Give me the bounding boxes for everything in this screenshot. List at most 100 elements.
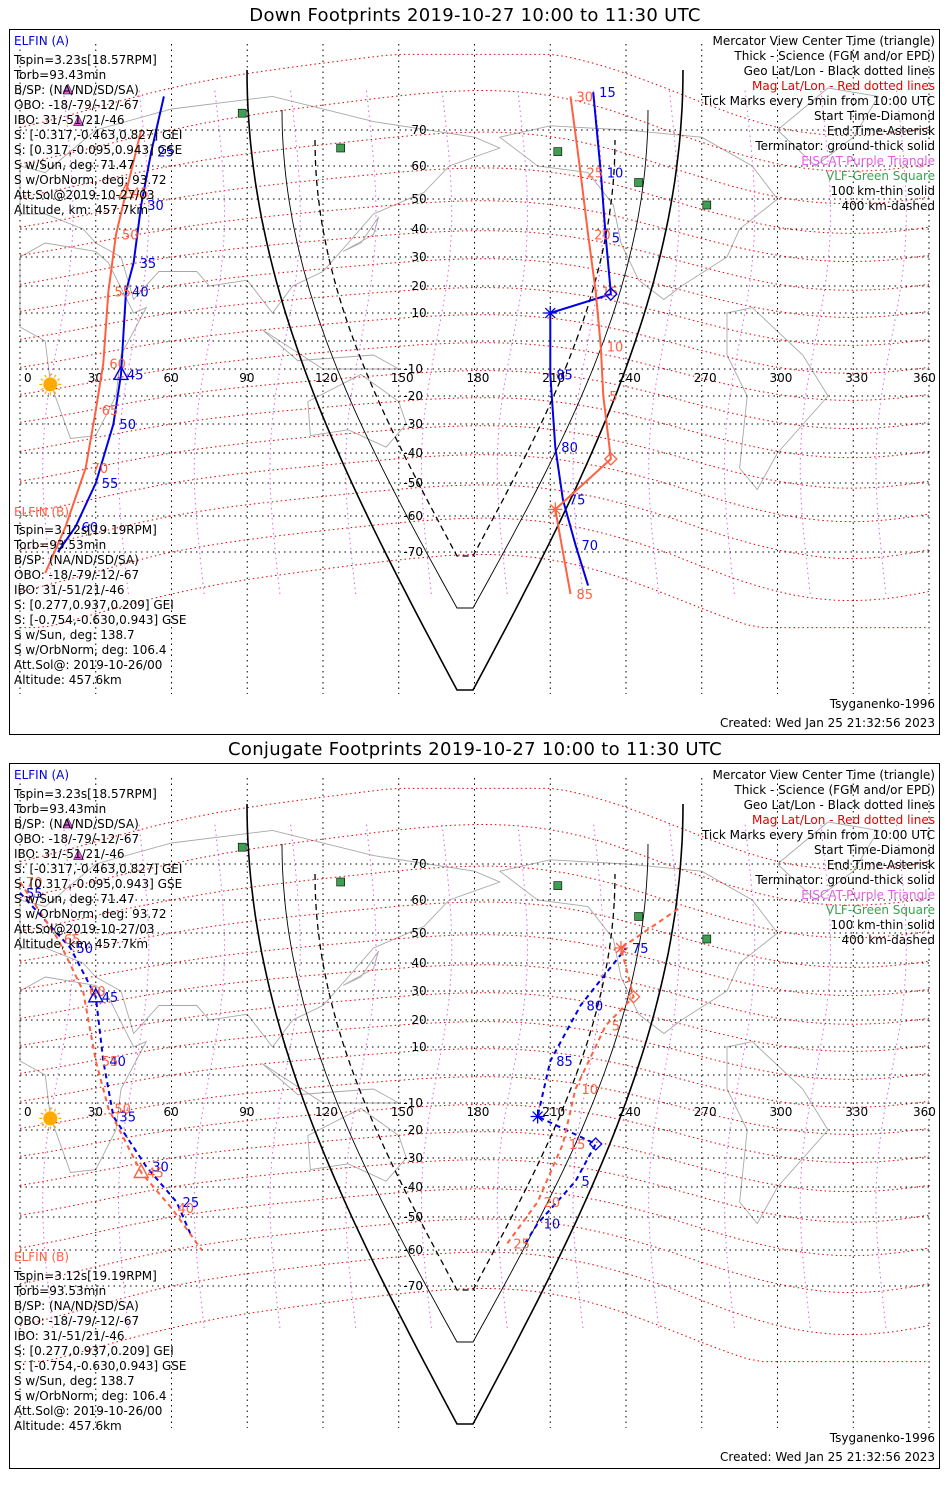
land-outline: [262, 1063, 401, 1104]
lon-tick-label: 60: [164, 1105, 179, 1119]
terminator-ground: [246, 803, 684, 1425]
lat-tick-label: 50: [411, 192, 426, 206]
sat-a-tick-label: 75: [569, 494, 586, 509]
lat-tick-label: 10: [411, 1040, 426, 1054]
sat-a-tick-label: 30: [147, 199, 164, 214]
land-outline: [19, 976, 148, 1173]
terminator-ground: [246, 69, 684, 691]
sat-a-tick-label: 45: [102, 991, 119, 1006]
sat-b-obo: OBO: -18/-79/-12/-67: [14, 568, 140, 582]
vlf-site-icon: [553, 147, 563, 156]
sat-b-name: ELFIN (B): [14, 505, 70, 519]
mag-parallel: [19, 342, 930, 401]
mag-meridian: [345, 821, 377, 1329]
model-label: Tsyganenko-1996: [829, 697, 935, 711]
sat-a-ibo: IBO: 31/-51/21/-46: [14, 847, 125, 861]
legend-geo-grid: Geo Lat/Lon - Black dotted lines: [743, 798, 935, 812]
legend-start-time: Start Time-Diamond: [813, 109, 935, 123]
sat-b-tick-label: 25: [513, 1237, 530, 1252]
sat-b-period: Torb=93.53min: [14, 1284, 107, 1298]
start-diamond-icon: [626, 989, 641, 1004]
start-diamond-icon: [603, 287, 618, 302]
end-asterisk-icon: [615, 942, 627, 954]
sat-b-tick-label: 25: [587, 167, 604, 182]
lon-tick-label: 210: [542, 1105, 565, 1119]
sat-a-gei: S: [-0.317,-0.463,0.827] GEI: [14, 862, 183, 876]
mag-meridian: [648, 821, 680, 1329]
vlf-site-icon: [336, 877, 345, 887]
sat-a-tick-label: 5: [582, 1175, 590, 1190]
sat-a-track: [549, 92, 612, 586]
sat-a-obo: OBO: -18/-79/-12/-67: [14, 98, 140, 112]
start-diamond-icon: [603, 452, 618, 466]
mag-meridian: [117, 87, 150, 595]
sat-a-sun-angle: S w/Sun, deg: 71.47: [14, 892, 135, 906]
vlf-site-icon: [553, 881, 563, 890]
mag-parallel: [19, 1076, 930, 1135]
land-outline: [307, 1107, 407, 1182]
legend-end-time: End Time-Asterisk: [826, 858, 935, 872]
lat-tick-label: 20: [411, 1013, 426, 1027]
legend-100km: 100 km-thin solid: [830, 184, 935, 198]
sun-ray: [56, 387, 61, 391]
sat-b-tick-label: 5: [612, 1019, 620, 1034]
sat-a-tick-label: 50: [119, 418, 136, 433]
land-outline: [342, 216, 379, 252]
lat-tick-label: -50: [403, 1210, 423, 1224]
end-asterisk-icon: [549, 503, 561, 515]
sat-a-track: [19, 892, 193, 1238]
sat-b-orbnorm-angle: S w/OrbNorm, deg: 106.4: [14, 1389, 167, 1403]
sun-icon: [43, 1111, 58, 1126]
sat-a-info: Tspin=3.23s[18.57RPM] Torb=93.43min B/SP…: [14, 787, 182, 952]
lat-tick-label: 30: [411, 984, 426, 998]
sat-a-gse: S: [0.317,-0.095,0.943] GSE: [14, 143, 183, 157]
sat-a-tick-label: 75: [632, 942, 649, 957]
land-outline: [342, 950, 379, 986]
center-time-triangle-icon: [87, 987, 104, 1003]
lat-tick-label: -50: [403, 476, 423, 490]
legend-vlf: VLF-Green Square: [826, 169, 935, 183]
mag-parallel: [19, 1159, 930, 1223]
sat-a-tick-label: 10: [544, 1218, 561, 1233]
center-time-triangle-icon: [112, 364, 130, 381]
sun-ray: [56, 378, 61, 381]
land-outline: [307, 373, 407, 448]
mag-parallel: [19, 964, 930, 1025]
lat-tick-label: -10: [403, 362, 423, 376]
sat-a-spin: Tspin=3.23s[18.57RPM]: [14, 53, 157, 67]
vlf-site-icon: [336, 143, 345, 153]
lon-tick-label: 30: [88, 371, 103, 385]
legend-geo-grid: Geo Lat/Lon - Black dotted lines: [743, 64, 935, 78]
lat-tick-label: -30: [403, 1151, 423, 1165]
mag-parallel: [19, 934, 930, 997]
vlf-site-icon: [634, 912, 643, 921]
lon-tick-label: 0: [24, 1105, 32, 1119]
mag-meridian: [117, 821, 150, 1329]
sat-a-tick-label: 85: [556, 368, 573, 383]
sat-a-track: [57, 96, 165, 553]
legend-400km: 400 km-dashed: [841, 199, 935, 213]
lon-tick-label: 0: [24, 371, 32, 385]
mag-parallel: [19, 230, 930, 291]
mag-meridian: [875, 87, 907, 595]
mag-parallel: [19, 824, 930, 906]
legend-eiscat: EISCAT-Purple Triangle: [801, 888, 935, 902]
lon-tick-label: 180: [467, 1105, 490, 1119]
sat-a-track: [524, 947, 627, 1244]
lon-tick-label: 150: [391, 1105, 414, 1119]
vlf-site-icon: [634, 178, 643, 187]
vlf-site-icon: [237, 842, 247, 852]
legend-tick-marks: Tick Marks every 5min from 10:00 UTC: [701, 94, 935, 108]
terminator-400km: [314, 873, 616, 1291]
lat-tick-label: -60: [403, 509, 423, 523]
lon-tick-label: 30: [88, 1105, 103, 1119]
mag-meridian: [648, 87, 680, 595]
sat-b-tick-label: 55: [114, 285, 131, 300]
sat-b-name: ELFIN (B): [14, 1250, 70, 1264]
mag-meridian: [496, 87, 529, 595]
terminator-100km: [281, 843, 649, 1343]
land-outline: [776, 821, 880, 901]
lat-tick-label: -70: [403, 1279, 423, 1293]
lat-tick-label: 30: [411, 250, 426, 264]
mag-meridian: [193, 821, 226, 1329]
